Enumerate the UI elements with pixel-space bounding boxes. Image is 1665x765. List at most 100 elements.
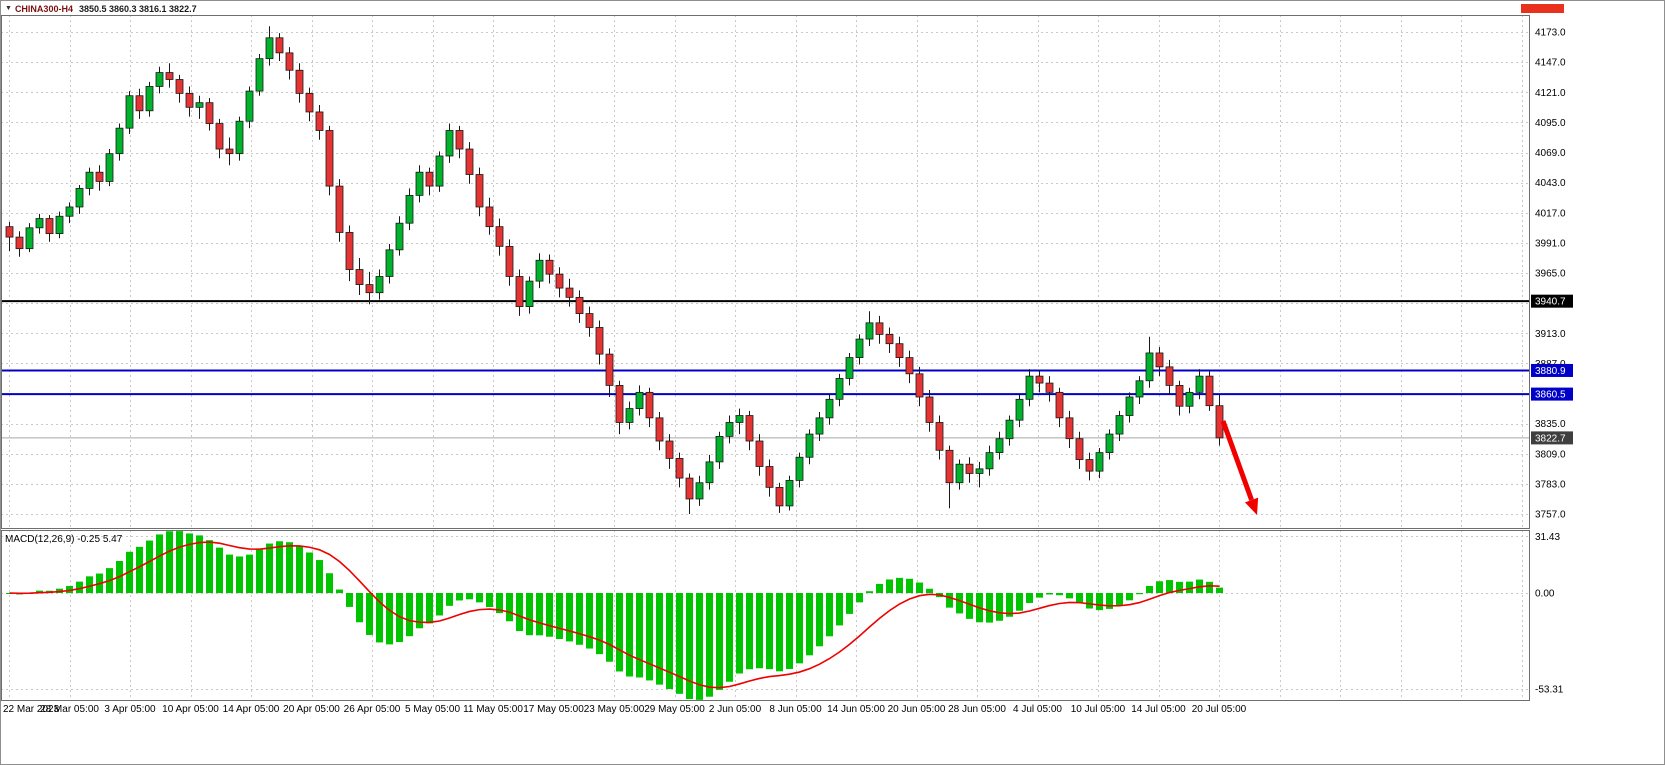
macd-bar [336, 589, 343, 593]
candle-body [125, 95, 134, 129]
candle-body [395, 222, 404, 251]
candle-body [935, 422, 944, 451]
macd-bar [1016, 593, 1023, 611]
macd-bar [1156, 581, 1163, 593]
date-label: 28 Mar 05:00 [40, 704, 99, 715]
price-tick-label: 4095.0 [1535, 118, 1566, 129]
macd-bar [296, 546, 303, 593]
candle-body [535, 259, 544, 282]
macd-axis-label: -53.31 [1535, 684, 1564, 695]
price-line-label-box [1531, 294, 1573, 308]
macd-bar [516, 593, 523, 632]
candle-body [715, 435, 724, 463]
candle-body [625, 408, 634, 423]
candle-body [1165, 366, 1174, 386]
macd-bar [956, 593, 963, 614]
candle-body [365, 284, 374, 294]
chart-plot-area[interactable] [1, 15, 1529, 529]
macd-bar [606, 593, 613, 662]
macd-bar [1216, 587, 1223, 593]
candle-body [295, 69, 304, 94]
macd-bar [756, 593, 763, 669]
candle-body [425, 171, 434, 187]
price-tick-label: 4043.0 [1535, 178, 1566, 189]
candle-body [335, 185, 344, 233]
candle-body [665, 440, 674, 459]
macd-bar [1166, 580, 1173, 593]
chart-canvas[interactable]: 4173.0 4147.0 4121.0 4095.0 4069.0 4043.0 4017… [1, 15, 1665, 765]
candle-body [815, 417, 824, 435]
macd-bar [496, 593, 503, 614]
candle-body [925, 396, 934, 423]
candle-body [305, 93, 314, 113]
candle-body [605, 353, 614, 386]
candle-body [725, 422, 734, 437]
top-right-red-indicator[interactable] [1521, 4, 1564, 13]
macd-bar [586, 593, 593, 649]
candle-body [495, 226, 504, 247]
candle-body [105, 153, 114, 182]
price-scale[interactable] [1530, 15, 1665, 701]
macd-bar [326, 573, 333, 593]
macd-bar [146, 540, 153, 593]
macd-bar [806, 593, 813, 656]
candle-body [915, 373, 924, 398]
macd-bar [646, 593, 653, 681]
candle-body [55, 215, 64, 235]
macd-bar [1026, 593, 1033, 603]
price-tick-label: 4147.0 [1535, 58, 1566, 69]
date-label: 3 Apr 05:00 [104, 704, 156, 715]
candle-body [405, 194, 414, 224]
candle-body [1045, 382, 1054, 393]
macd-bar [226, 554, 233, 593]
macd-bar [1066, 593, 1073, 599]
macd-title: MACD(12,26,9) -0.25 5.47 [5, 534, 123, 545]
macd-bar [416, 593, 423, 629]
macd-bar [1056, 593, 1063, 596]
date-label: 5 May 05:00 [405, 704, 460, 715]
candle-body [225, 148, 234, 155]
candle-body [745, 415, 754, 442]
price-tick-label: 3835.0 [1535, 419, 1566, 430]
macd-bar [866, 591, 873, 593]
macd-bar [266, 543, 273, 593]
candle-body [765, 466, 774, 488]
candle-body [475, 174, 484, 208]
candle-body [575, 296, 584, 314]
candle-body [1075, 438, 1084, 460]
ohlc-readout: 3850.5 3860.3 3816.1 3822.7 [78, 3, 197, 14]
candle-body [85, 171, 94, 189]
arrow-annotation[interactable] [1220, 420, 1259, 515]
macd-bar [706, 593, 713, 697]
macd-bar [776, 593, 783, 672]
macd-bar [986, 593, 993, 623]
price-tick-label: 3965.0 [1535, 269, 1566, 280]
macd-bar [316, 560, 323, 593]
macd-bar [1086, 593, 1093, 609]
candle-body [315, 111, 324, 131]
candle-body [595, 327, 604, 355]
candle-body [995, 438, 1004, 454]
macd-bar [626, 593, 633, 677]
macd-bar [656, 593, 663, 685]
macd-bar [556, 593, 563, 640]
date-label: 8 Jun 05:00 [769, 704, 822, 715]
candle-body [1125, 396, 1134, 416]
symbol-dropdown-icon[interactable]: ▼ [5, 5, 12, 12]
candle-body [785, 480, 794, 507]
macd-bar [996, 593, 1003, 621]
price-line-label-box [1531, 363, 1573, 377]
date-label: 10 Apr 05:00 [162, 704, 219, 715]
macd-bar [156, 534, 163, 593]
candle-body [865, 322, 874, 340]
time-scale[interactable] [1, 701, 1529, 731]
macd-bar [1176, 581, 1183, 593]
candle-body [515, 276, 524, 308]
candle-body [385, 249, 394, 277]
macd-bar [36, 590, 43, 593]
macd-bar [666, 593, 673, 690]
candle-body [505, 245, 514, 277]
macd-bar [796, 593, 803, 664]
date-label: 22 Mar 2023 [3, 704, 60, 715]
macd-panel-area[interactable] [1, 530, 1529, 701]
